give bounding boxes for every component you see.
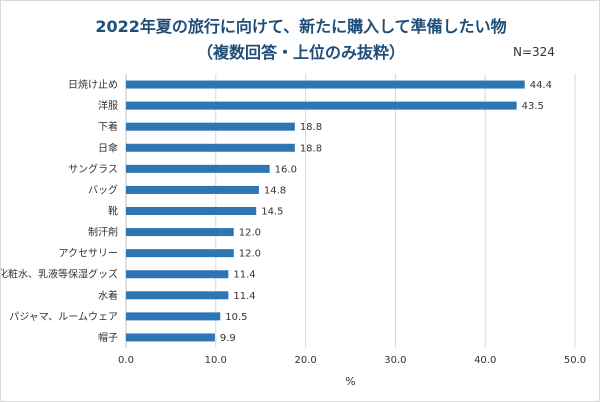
data-label: 16.0 (275, 164, 297, 175)
bar (126, 249, 234, 258)
category-label: パジャマ、ルームウェア (9, 311, 118, 323)
category-label: 帽子 (98, 331, 118, 344)
category-label: 制汗剤 (88, 226, 118, 239)
x-tick-label: 0.0 (118, 355, 134, 366)
data-label: 44.4 (530, 80, 552, 91)
bar (126, 101, 517, 110)
data-label: 10.5 (225, 312, 247, 323)
bar (126, 143, 295, 152)
data-label: 18.8 (300, 143, 322, 154)
category-label: 化粧水、乳液等保湿グッズ (1, 268, 118, 281)
data-label: 14.8 (264, 185, 286, 196)
data-label: 14.5 (261, 207, 283, 218)
bar (126, 270, 229, 279)
data-label: 11.4 (233, 291, 255, 302)
category-label: サングラス (68, 162, 118, 175)
category-label: 洋服 (98, 99, 118, 112)
category-label: 下着 (98, 120, 118, 133)
bar (126, 333, 215, 342)
data-label: 11.4 (233, 270, 255, 281)
bar (126, 207, 257, 215)
sample-size-label: N=324 (513, 45, 555, 59)
bar (126, 164, 270, 173)
data-label: 43.5 (522, 101, 544, 112)
category-label: 靴 (108, 205, 118, 218)
x-tick-label: 40.0 (474, 355, 496, 366)
bar (126, 291, 229, 300)
chart-subtitle: （複数回答・上位のみ抜粋） (196, 43, 405, 62)
data-label: 12.0 (239, 228, 261, 239)
x-tick-label: 10.0 (205, 355, 227, 366)
category-label: アクセサリー (59, 248, 119, 260)
bar (126, 312, 221, 321)
category-label: 日傘 (98, 142, 118, 154)
category-label: 日焼け止め (68, 79, 118, 91)
data-label: 12.0 (239, 249, 261, 260)
bar (126, 122, 295, 131)
bar (126, 80, 525, 89)
x-tick-label: 50.0 (564, 355, 586, 366)
category-label: 水着 (98, 289, 118, 302)
chart-title: 2022年夏の旅行に向けて、新たに購入して準備したい物 (95, 17, 507, 36)
category-label: バッグ (88, 183, 118, 196)
x-tick-label: 30.0 (384, 355, 406, 366)
data-label: 9.9 (220, 333, 236, 344)
data-label: 18.8 (300, 122, 322, 133)
x-tick-label: 20.0 (294, 355, 316, 366)
x-axis-title: % (345, 375, 355, 388)
bar (126, 185, 259, 194)
bar (126, 228, 234, 237)
